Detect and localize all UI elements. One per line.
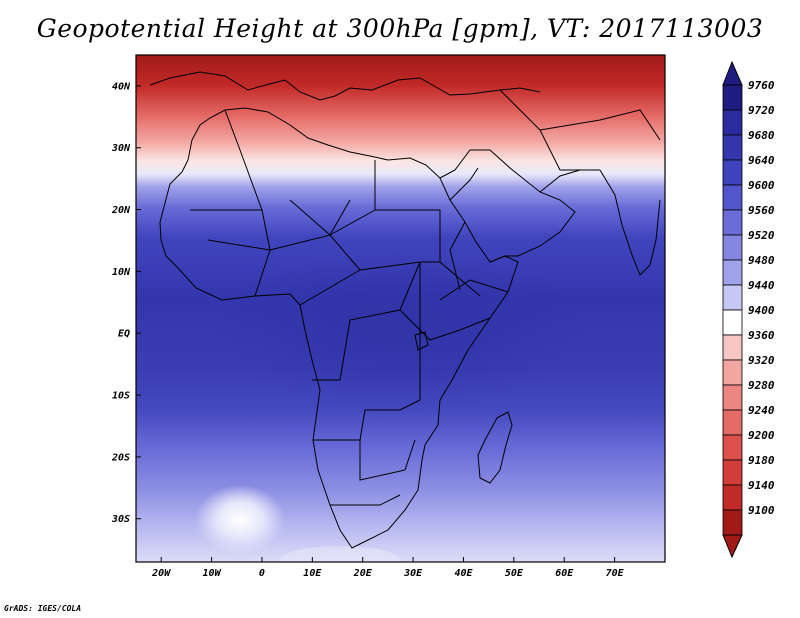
- lat-tick-label: 10N: [112, 267, 131, 278]
- lat-tick-label: 10S: [112, 391, 130, 402]
- colorbar-label: 9640: [748, 154, 775, 167]
- lon-tick-label: 20W: [151, 568, 171, 579]
- colorbar-swatch: [722, 459, 743, 486]
- colorbar-label: 9520: [748, 229, 775, 242]
- lon-tick-label: 70E: [606, 568, 625, 579]
- persian-gulf: [539, 169, 581, 193]
- lat-tick-label: 20N: [111, 205, 131, 216]
- colorbar-label: 9720: [748, 104, 775, 117]
- asia-borders: [499, 89, 661, 171]
- colorbar-top-arrow: [722, 60, 743, 86]
- colorbar-swatch: [722, 84, 743, 111]
- lon-tick-label: 10E: [303, 568, 322, 579]
- lon-tick-label: 50E: [505, 568, 524, 579]
- colorbar-label: 9760: [748, 79, 775, 92]
- colorbar-label: 9560: [748, 204, 775, 217]
- colorbar-swatch: [722, 109, 743, 136]
- colorbar: 9760 9720 9680 9640 9600 9560 9520 9480 9440 9400…: [722, 60, 775, 559]
- colorbar-label: 9680: [748, 129, 775, 142]
- grads-credit: GrADS: IGES/COLA: [4, 604, 82, 613]
- lon-tick-label: 0: [259, 568, 265, 579]
- colorbar-swatch: [722, 309, 743, 336]
- axis-ticks: 20W 10W 0 10E 20E 30E 40E 50E 60E 70E 40N 30N 20N 10N…: [111, 81, 625, 579]
- lon-tick-label: 10W: [203, 568, 222, 579]
- colorbar-label: 9100: [748, 504, 775, 517]
- colorbar-swatch: [722, 484, 743, 511]
- colorbar-label: 9200: [748, 429, 775, 442]
- colorbar-swatch: [722, 159, 743, 186]
- colorbar-swatch: [722, 434, 743, 461]
- colorbar-label: 9320: [748, 354, 775, 367]
- colorbar-swatch: [722, 259, 743, 286]
- lon-tick-label: 20E: [353, 568, 373, 579]
- colorbar-swatch: [722, 284, 743, 311]
- colorbar-swatch: [722, 334, 743, 361]
- lat-tick-label: 30N: [111, 143, 131, 154]
- arabia-coastline: [439, 149, 576, 263]
- colorbar-label: 9280: [748, 379, 775, 392]
- borders-east: [419, 221, 509, 400]
- india-coastline: [599, 169, 661, 276]
- colorbar-swatch: [722, 134, 743, 161]
- lake-victoria: [414, 331, 429, 351]
- lat-tick-label: EQ: [118, 329, 130, 340]
- height-field: [136, 55, 665, 562]
- colorbar-swatch: [722, 184, 743, 211]
- europe-coastline: [149, 71, 541, 101]
- borders-central: [312, 209, 491, 381]
- red-sea: [449, 167, 479, 201]
- borders-west: [190, 109, 376, 306]
- colorbar-label: 9440: [748, 279, 775, 292]
- colorbar-swatch: [722, 409, 743, 436]
- lat-tick-label: 20S: [111, 452, 130, 463]
- colorbar-swatch: [722, 509, 743, 536]
- colorbar-swatch: [722, 359, 743, 386]
- lat-tick-label: 40N: [112, 81, 131, 92]
- colorbar-label: 9480: [748, 254, 775, 267]
- colorbar-swatch: [722, 209, 743, 236]
- colorbar-label: 9240: [748, 404, 775, 417]
- colorbar-swatch: [722, 384, 743, 411]
- colorbar-swatch: [722, 234, 743, 261]
- coastlines-and-borders: [149, 71, 661, 549]
- colorbar-label: 9360: [748, 329, 775, 342]
- madagascar-coastline: [477, 411, 513, 484]
- plot-frame: [135, 54, 666, 563]
- colorbar-label: 9180: [748, 454, 775, 467]
- lon-tick-label: 40E: [454, 568, 473, 579]
- map-title: Geopotential Height at 300hPa [gpm], VT:…: [36, 14, 764, 43]
- borders-south: [313, 399, 421, 506]
- lon-tick-label: 30E: [403, 568, 423, 579]
- colorbar-label: 9600: [748, 179, 775, 192]
- colorbar-label: 9140: [748, 479, 775, 492]
- colorbar-bottom-arrow: [722, 534, 743, 559]
- lat-tick-label: 30S: [111, 514, 130, 525]
- lon-tick-label: 60E: [555, 568, 574, 579]
- africa-coastline: [159, 107, 519, 549]
- colorbar-label: 9400: [748, 304, 775, 317]
